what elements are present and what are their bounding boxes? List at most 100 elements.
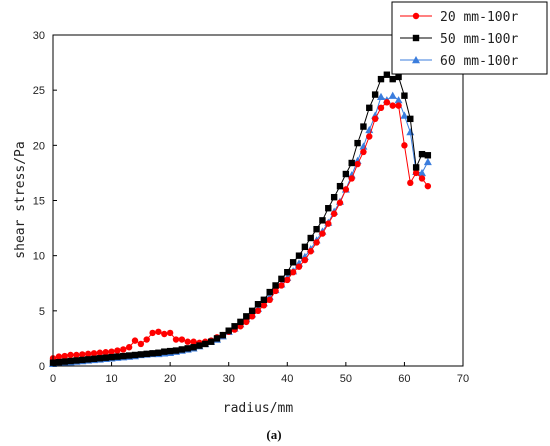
data-point [96,355,104,362]
data-point [120,346,127,353]
data-point [407,179,414,187]
x-tick-label: 70 [457,373,469,385]
data-point [55,353,63,360]
data-point [166,329,174,337]
data-point [149,350,156,357]
data-point [278,282,285,289]
data-point [172,336,180,343]
data-point [260,302,268,309]
y-tick-label: 20 [33,140,45,152]
data-point [184,338,191,345]
data-point [395,102,402,109]
data-point [330,193,338,201]
data-point [172,347,180,354]
data-point [108,353,115,361]
data-point [395,73,402,81]
data-point [377,75,385,83]
data-point [131,337,139,344]
data-point [400,111,409,119]
data-point [388,91,397,99]
data-point [348,159,355,167]
data-point [325,220,332,227]
data-point [371,115,379,123]
y-tick-label: 10 [33,251,45,263]
data-point [366,133,373,140]
data-point [231,323,238,330]
figure-caption: (a) [266,427,281,442]
y-tick-label: 30 [33,30,45,42]
data-point [401,92,408,99]
legend-marker [412,12,420,20]
x-tick-label: 20 [164,373,176,385]
data-point [161,330,168,338]
data-point [178,336,186,343]
data-point [237,318,244,326]
data-point [137,351,145,358]
data-point [412,169,420,177]
series-1 [49,71,432,366]
data-point [424,152,432,159]
data-point [423,157,432,166]
data-point [243,313,250,320]
y-axis-title: shear stress/Pa [13,141,28,258]
data-point [336,199,344,206]
data-point [55,358,63,366]
data-point [360,123,367,130]
data-point [84,356,92,363]
data-point [319,230,326,237]
data-point [289,269,297,276]
data-point [102,354,109,361]
data-point [401,142,408,149]
data-point [137,340,145,348]
data-point [371,91,379,98]
data-point [366,104,373,112]
data-point [96,349,104,356]
x-tick-label: 40 [281,373,293,385]
data-point [254,307,262,315]
data-point [143,336,150,343]
data-point [149,329,156,337]
data-point [67,357,74,365]
data-point [342,186,350,193]
data-point [213,335,221,342]
data-point [278,275,285,283]
data-point [254,301,262,308]
data-point [336,182,344,190]
axes-layer: 0 10 20 30 40 50 60 70 0 5 10 15 20 25 30 [33,30,469,385]
data-point [407,115,414,123]
data-point [79,351,86,358]
data-point [272,287,279,295]
data-point [225,327,232,334]
data-point [307,248,314,255]
data-point [342,170,350,178]
data-point [348,175,355,182]
data-point [73,351,80,359]
x-tick-label: 30 [223,373,235,385]
data-point [219,331,227,339]
legend-marker [412,56,420,64]
data-point [73,357,80,364]
data-point [61,358,68,365]
data-point [424,182,432,190]
x-tick-label: 10 [105,373,117,385]
legend-label: 60 mm-100r [440,54,518,69]
data-point [178,346,186,353]
data-point [406,128,415,136]
data-point [319,217,326,224]
x-axis-title: radius/mm [223,401,294,416]
data-point [412,164,420,171]
data-point [284,276,291,284]
data-point [67,351,74,359]
x-tick-label: 60 [398,373,410,385]
data-point [248,313,256,320]
data-point [248,307,256,315]
data-point [307,234,314,242]
data-point [90,355,98,363]
data-point [354,139,361,147]
data-point [266,296,273,303]
data-point [207,338,215,345]
data-point [289,259,297,266]
legend-label: 50 mm-100r [440,32,518,47]
data-point [61,352,68,360]
